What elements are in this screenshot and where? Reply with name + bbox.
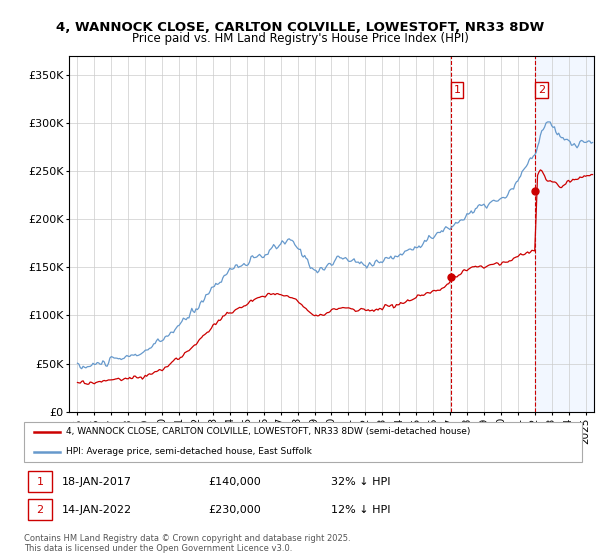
Text: 32% ↓ HPI: 32% ↓ HPI [331, 477, 391, 487]
Text: 4, WANNOCK CLOSE, CARLTON COLVILLE, LOWESTOFT, NR33 8DW: 4, WANNOCK CLOSE, CARLTON COLVILLE, LOWE… [56, 21, 544, 34]
Text: 18-JAN-2017: 18-JAN-2017 [62, 477, 132, 487]
Text: 2: 2 [37, 505, 44, 515]
FancyBboxPatch shape [24, 422, 582, 462]
Text: 14-JAN-2022: 14-JAN-2022 [62, 505, 132, 515]
Text: 2: 2 [538, 85, 545, 95]
Text: £140,000: £140,000 [208, 477, 261, 487]
FancyBboxPatch shape [28, 499, 52, 520]
Bar [535, 56, 594, 412]
Text: HPI: Average price, semi-detached house, East Suffolk: HPI: Average price, semi-detached house,… [66, 447, 312, 456]
FancyBboxPatch shape [28, 471, 52, 492]
Text: 1: 1 [37, 477, 44, 487]
Text: 1: 1 [454, 85, 460, 95]
Text: Price paid vs. HM Land Registry's House Price Index (HPI): Price paid vs. HM Land Registry's House … [131, 32, 469, 45]
Text: £230,000: £230,000 [208, 505, 261, 515]
Text: Contains HM Land Registry data © Crown copyright and database right 2025.
This d: Contains HM Land Registry data © Crown c… [24, 534, 350, 553]
Text: 4, WANNOCK CLOSE, CARLTON COLVILLE, LOWESTOFT, NR33 8DW (semi-detached house): 4, WANNOCK CLOSE, CARLTON COLVILLE, LOWE… [66, 427, 470, 436]
Text: 12% ↓ HPI: 12% ↓ HPI [331, 505, 391, 515]
